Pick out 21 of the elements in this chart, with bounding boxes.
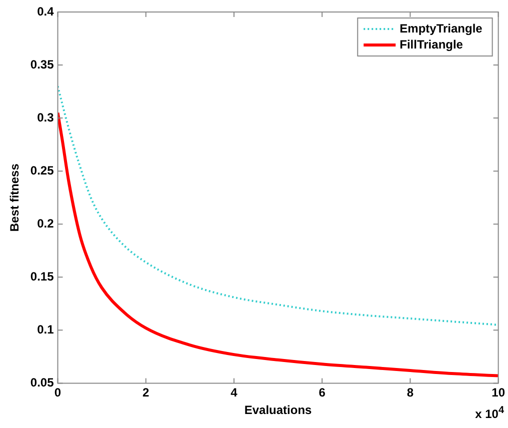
text: x 10$^{4}$ xyxy=(475,405,504,421)
legend-label: EmptyTriangle xyxy=(400,21,483,36)
x-tick-label: 2 xyxy=(142,386,150,400)
x-axis-title: Evaluations xyxy=(244,403,312,418)
line-series xyxy=(58,111,498,378)
y-tick-label: 0.15 xyxy=(30,269,54,284)
y-tick-label: 0.1 xyxy=(37,322,54,336)
x-tick-label: 0 xyxy=(54,386,62,400)
y-axis-title: Best fitness xyxy=(8,163,22,232)
y-tick-label: 0.3 xyxy=(37,110,54,124)
y-tick-label: 0.2 xyxy=(37,216,54,230)
line-series xyxy=(58,85,498,326)
y-tick-label: 0.25 xyxy=(30,163,54,178)
x-tick-label: 4 xyxy=(230,386,238,400)
y-tick-label: 0.35 xyxy=(30,57,54,72)
y-tick-label: 0.4 xyxy=(37,4,54,18)
x-tick-label: 10 xyxy=(492,386,506,400)
x-tick-label: 8 xyxy=(406,386,414,400)
legend-label: FillTriangle xyxy=(400,37,464,52)
x-tick-label: 6 xyxy=(318,386,326,400)
y-tick-label: 0.05 xyxy=(30,376,54,390)
